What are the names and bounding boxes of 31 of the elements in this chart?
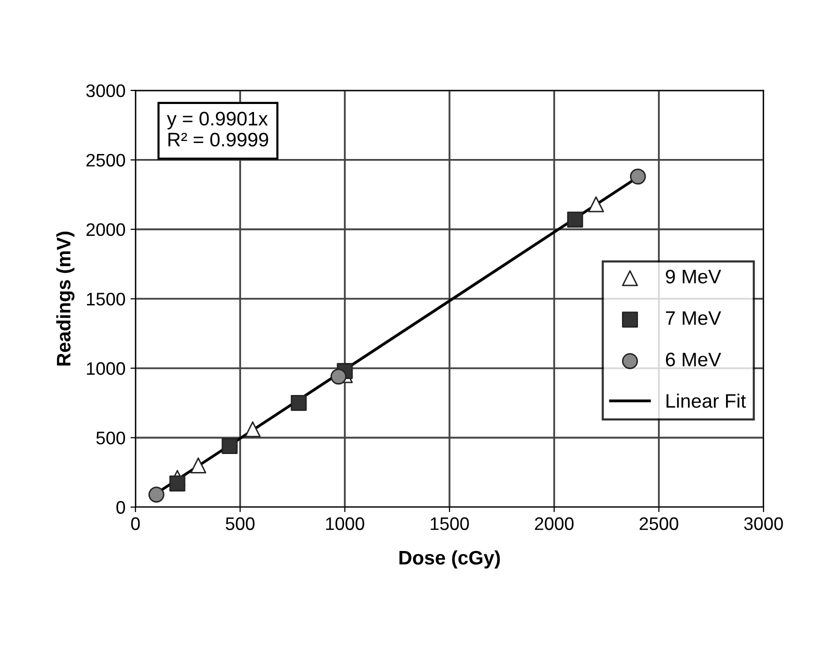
y-tick-label: 2500 [86, 154, 126, 167]
annotation: y = 0.9901x R² = 0.9999 [166, 112, 268, 146]
point [244, 421, 261, 438]
x-tick-label: 500 [226, 517, 254, 530]
y-tick-label: 3000 [86, 84, 126, 98]
y-tick-label: 1500 [86, 292, 126, 306]
x-tick-label: 2000 [535, 517, 574, 530]
y-tick-label: 0 [116, 501, 126, 514]
point [169, 476, 186, 492]
y-axis-title: Readings (mV) [56, 232, 74, 366]
x-tick-label: 2500 [640, 517, 678, 530]
legend-label: Linear Fit [666, 394, 746, 408]
x-tick-label: 0 [131, 517, 140, 530]
x-tick-label: 1000 [326, 517, 364, 530]
point [190, 457, 206, 474]
point [330, 368, 347, 385]
legend-label: 6 MeV [666, 352, 722, 366]
y-tick-label: 2000 [86, 223, 126, 236]
legend-label: 7 MeV [666, 311, 722, 325]
point [290, 394, 307, 411]
legend-label: 9 MeV [666, 270, 722, 284]
x-tick-label: 3000 [744, 517, 783, 530]
y-tick-label: 1000 [86, 362, 126, 375]
point [148, 486, 164, 503]
x-tick-label: 1500 [430, 517, 469, 530]
point [630, 168, 646, 185]
y-tick-label: 500 [96, 432, 126, 444]
point [222, 438, 238, 454]
point [588, 196, 604, 212]
x-axis-title: Dose (cGy) [399, 550, 500, 568]
point [567, 212, 584, 228]
